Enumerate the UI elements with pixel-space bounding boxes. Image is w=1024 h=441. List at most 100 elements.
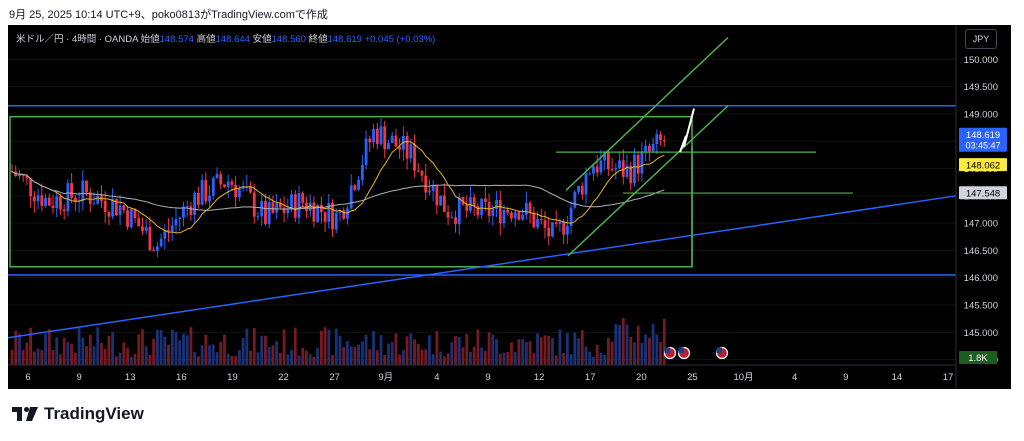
x-tick-label: 13 [125, 372, 136, 383]
volume-bar [599, 352, 603, 365]
candle-body [118, 205, 122, 216]
volume-bar [241, 338, 245, 365]
candle-body [308, 202, 312, 212]
price-tag-value: 148.619 [966, 130, 1000, 141]
candle-body [483, 198, 487, 202]
drawings [8, 36, 957, 360]
volume-bar [409, 333, 413, 365]
x-tick-label: 19 [227, 372, 238, 383]
candle-body [193, 193, 197, 215]
candlestick-chart[interactable]: 150.000149.500149.000148.500148.000147.5… [8, 25, 1011, 389]
volume-bar [569, 354, 573, 365]
candle-body [595, 166, 599, 173]
volume-bar [603, 354, 607, 365]
volume-bar [614, 324, 618, 365]
candle-body [92, 203, 96, 205]
forecast-arrow [679, 108, 695, 153]
volume-bar [141, 329, 144, 365]
volume-bar [271, 345, 275, 365]
candle-body [357, 179, 361, 190]
candle-body [148, 227, 152, 251]
volume-bar [592, 356, 595, 365]
footer-brand: TradingView [12, 404, 144, 424]
volume-bar [588, 351, 592, 365]
volume-bar [178, 340, 182, 365]
volume-bar [256, 352, 260, 365]
high-value: 148.644 [215, 34, 250, 45]
volume-tag [959, 351, 997, 364]
candle-body [618, 160, 621, 169]
candle-body [364, 138, 368, 165]
volume-bar [29, 327, 33, 365]
x-tick-label: 17 [943, 372, 954, 383]
volume-bar [543, 335, 547, 365]
candle-body [81, 180, 85, 202]
y-tick-label: 146.500 [964, 246, 998, 257]
volume-bar [595, 344, 599, 365]
volume-bar [394, 333, 398, 365]
candle-body [103, 200, 107, 213]
currency-button[interactable]: JPY [965, 29, 997, 49]
candle-body [375, 128, 379, 145]
volume-bar [435, 330, 439, 365]
candle-body [588, 173, 592, 175]
candle-body [278, 202, 282, 208]
volume-bar [137, 334, 141, 365]
candle-body [301, 193, 305, 203]
volume-bar [88, 334, 92, 365]
volume-bar [483, 350, 487, 365]
volume-bar [51, 349, 55, 365]
candle-body [237, 188, 241, 198]
volume-bar [420, 349, 424, 365]
candle-body [204, 180, 208, 202]
brand-name: TradingView [44, 404, 144, 423]
y-tick-label: 145.500 [964, 300, 998, 311]
candle-body [96, 195, 100, 204]
x-tick-label: 9 [76, 372, 81, 383]
chart-caption: 9月 25, 2025 10:14 UTC+9、poko0813がTrading… [9, 9, 328, 21]
volume-bar [416, 343, 420, 365]
volume-bar [554, 355, 558, 365]
candle-body [107, 212, 111, 217]
volume-bar [10, 349, 14, 365]
candle-body [554, 222, 558, 224]
symbol-label[interactable]: 米ドル／円 · 4時間 · OANDA [16, 34, 138, 45]
volume-bar [62, 337, 66, 365]
volume-bar [450, 342, 454, 365]
candle-body [144, 227, 148, 232]
candle-body [267, 202, 271, 225]
volume-bar [547, 335, 551, 365]
candle-body [241, 186, 245, 189]
volume-bar [353, 347, 357, 365]
volume-bar [174, 332, 178, 365]
candle-body [390, 135, 394, 143]
volume-bar [264, 335, 267, 365]
close-label: 終値 [308, 34, 328, 45]
candle-body [536, 219, 539, 228]
volume-bar [81, 337, 85, 365]
volume-bar [424, 349, 428, 365]
volume-bar [413, 339, 416, 365]
price-tag [959, 158, 1007, 172]
candle-body [551, 222, 554, 237]
candle-body [208, 195, 211, 202]
candle-body [346, 208, 349, 219]
volume-bar [215, 352, 219, 365]
volume-bar [260, 335, 264, 365]
candle-body [606, 151, 610, 170]
candle-body [372, 128, 375, 143]
candle-body [621, 160, 625, 177]
candle-body [245, 186, 249, 188]
volume-bar [107, 336, 111, 365]
candle-body [126, 210, 129, 228]
chart-panel[interactable]: 150.000149.500149.000148.500148.000147.5… [8, 25, 1011, 389]
volume-bar [562, 352, 566, 365]
volume-bar [465, 333, 469, 365]
candle-body [424, 175, 428, 193]
candle-body [413, 144, 416, 171]
volume-bar [580, 329, 584, 365]
candle-body [88, 192, 92, 204]
volume-bar [290, 349, 293, 365]
candle-body [338, 210, 342, 213]
volume-bar [491, 334, 495, 365]
